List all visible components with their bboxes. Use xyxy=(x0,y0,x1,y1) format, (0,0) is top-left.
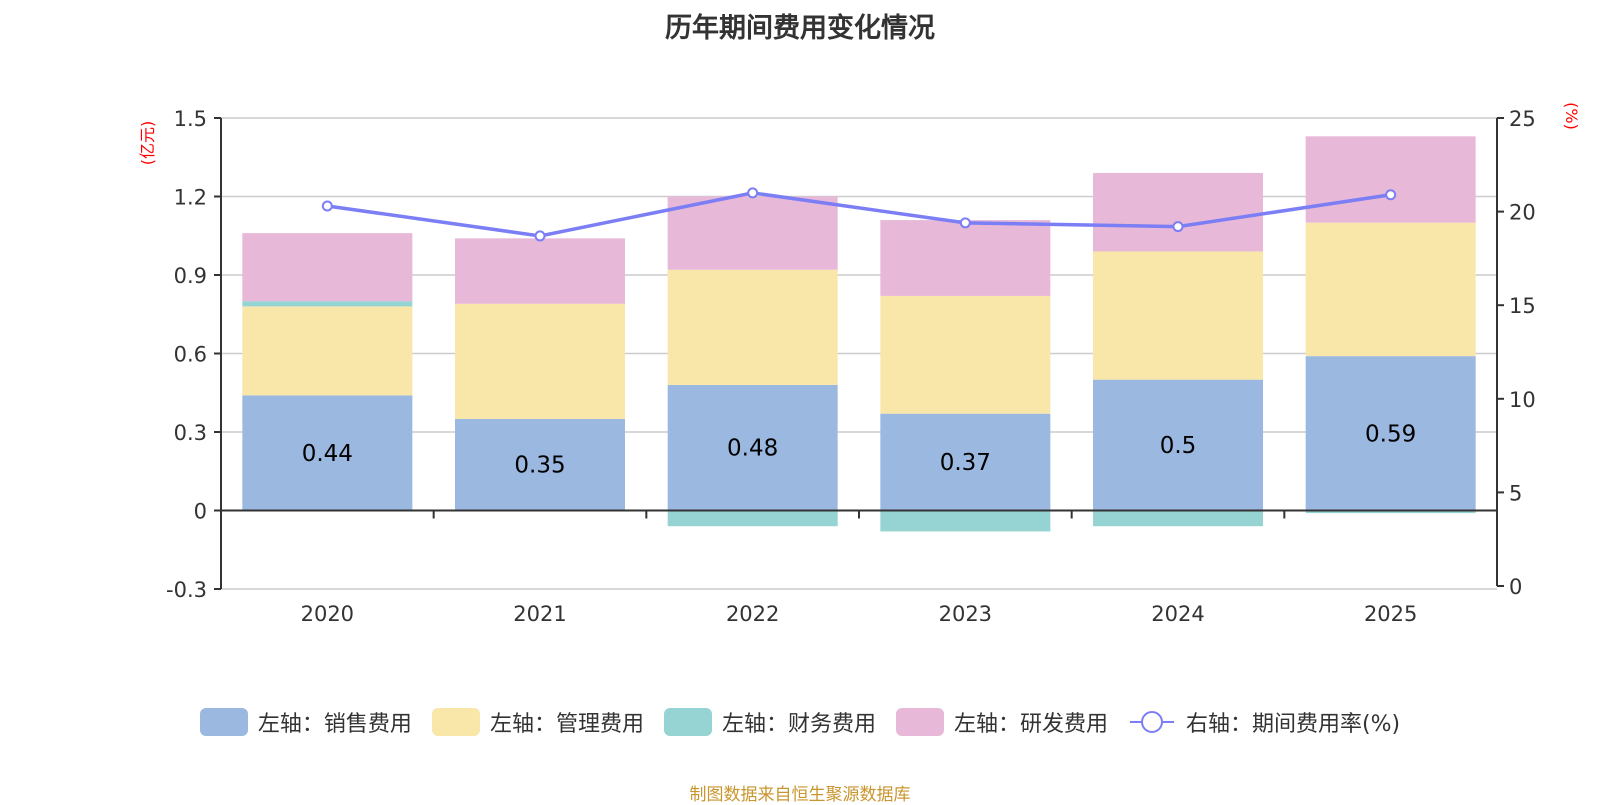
right-axis-tick-label: 5 xyxy=(1509,481,1522,505)
legend-item[interactable]: 左轴：管理费用 xyxy=(431,706,644,738)
legend-swatch xyxy=(431,708,480,736)
bar-data-label: 0.44 xyxy=(302,441,353,467)
chart-canvas: 1.5 1.2 0.9 0.6 0.3 0 -0.3 (亿元) 25 20 15 10 5 0 (%) 0.4… xyxy=(138,102,1581,626)
rate-point xyxy=(321,200,333,212)
left-axis-tick-label: -0.3 xyxy=(166,578,207,602)
rate-point xyxy=(534,230,546,242)
bar-sales xyxy=(1305,356,1476,511)
bar-finance xyxy=(242,301,413,307)
bar-rnd xyxy=(242,233,413,302)
bar-admin xyxy=(1305,222,1476,357)
legend-label: 左轴：管理费用 xyxy=(489,712,644,737)
bar-sales xyxy=(1093,379,1263,511)
right-axis-tick-label: 25 xyxy=(1509,107,1536,131)
legend-swatch xyxy=(199,708,248,736)
bar-admin xyxy=(1093,251,1263,380)
legend: 左轴：销售费用 左轴：管理费用 左轴：财务费用 左轴：研发费用 右轴：期间费用率(%) xyxy=(0,706,1600,738)
bar-finance xyxy=(667,510,838,527)
bar-rnd xyxy=(455,238,625,304)
bar-sales xyxy=(455,418,625,511)
legend-label: 左轴：财务费用 xyxy=(721,712,876,737)
legend-label: 左轴：研发费用 xyxy=(953,712,1108,737)
rate-line xyxy=(327,191,1391,238)
left-axis-tick-label: 0.6 xyxy=(174,343,207,367)
bar-finance xyxy=(1093,510,1263,527)
left-axis-tick-label: 1.2 xyxy=(174,186,207,210)
rate-point xyxy=(1385,189,1397,201)
legend-swatch xyxy=(663,708,712,736)
bar-sales xyxy=(242,395,413,511)
left-axis-tick-label: 0.3 xyxy=(174,421,207,445)
legend-label: 右轴：期间费用率(%) xyxy=(1185,712,1401,737)
bar-rnd xyxy=(1305,136,1476,223)
left-axis-unit: (亿元) xyxy=(138,121,157,166)
rate-point xyxy=(1172,221,1184,233)
legend-label: 左轴：销售费用 xyxy=(257,712,412,737)
left-axis-tick-label: 1.5 xyxy=(174,107,207,131)
bar-admin xyxy=(880,295,1051,414)
left-axis-tick-label: 0.9 xyxy=(174,264,207,288)
source-note: 制图数据来自恒生聚源数据库 xyxy=(689,785,911,805)
x-axis-tick-label: 2024 xyxy=(1151,602,1204,626)
right-axis-tick-label: 20 xyxy=(1509,201,1536,225)
bar-finance xyxy=(1305,510,1476,514)
bar-admin xyxy=(455,303,625,419)
legend-line-circle-icon xyxy=(1128,708,1176,736)
legend-item[interactable]: 右轴：期间费用率(%) xyxy=(1128,706,1400,738)
right-axis-tick-label: 10 xyxy=(1509,388,1536,412)
legend-item[interactable]: 左轴：财务费用 xyxy=(663,706,876,738)
bar-admin xyxy=(242,306,413,396)
right-axis-unit: (%) xyxy=(1562,102,1581,130)
rate-point xyxy=(959,217,971,229)
bar-data-label: 0.59 xyxy=(1365,421,1416,447)
left-axis-tick-label: 0 xyxy=(194,500,207,524)
legend-item[interactable]: 左轴：销售费用 xyxy=(199,706,412,738)
bar-finance xyxy=(880,510,1051,532)
legend-swatch xyxy=(895,708,944,736)
right-axis-tick-label: 15 xyxy=(1509,294,1536,318)
legend-item[interactable]: 左轴：研发费用 xyxy=(895,706,1108,738)
bar-data-label: 0.35 xyxy=(514,453,565,479)
bar-admin xyxy=(667,269,838,385)
bar-rnd xyxy=(667,196,838,270)
chart-title: 历年期间费用变化情况 xyxy=(665,13,935,44)
x-axis-tick-label: 2021 xyxy=(513,602,566,626)
bar-sales xyxy=(880,413,1051,511)
x-axis-tick-label: 2020 xyxy=(301,602,354,626)
bar-data-label: 0.5 xyxy=(1160,433,1197,459)
bar-data-label: 0.48 xyxy=(727,436,778,462)
rate-point xyxy=(747,187,759,199)
bar-rnd xyxy=(880,220,1051,296)
x-axis-tick-label: 2023 xyxy=(939,602,992,626)
bar-data-label: 0.37 xyxy=(940,450,991,476)
bar-sales xyxy=(667,384,838,511)
x-axis-tick-label: 2022 xyxy=(726,602,779,626)
bar-rnd xyxy=(1093,172,1263,252)
right-axis-tick-label: 0 xyxy=(1509,575,1522,599)
x-axis-tick-label: 2025 xyxy=(1364,602,1417,626)
